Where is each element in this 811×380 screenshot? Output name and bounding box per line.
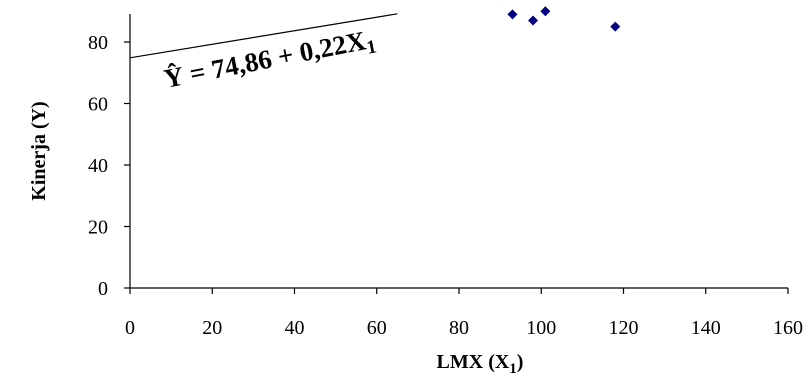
y-tick-label: 40 (88, 155, 108, 177)
regression-line (129, 13, 398, 59)
x-tick-label: 140 (691, 317, 721, 339)
x-tick-label: 80 (449, 317, 469, 339)
y-axis: 0 20 40 60 80 (88, 14, 131, 300)
data-point (507, 9, 518, 20)
x-axis-title: LMX (X1) (437, 351, 524, 377)
x-tick-label: 120 (609, 317, 639, 339)
x-axis: 0 20 40 60 80 100 120 140 160 (125, 287, 803, 339)
y-tick-label: 60 (88, 94, 108, 116)
x-tick-label: 60 (367, 317, 387, 339)
x-tick-label: 160 (773, 317, 803, 339)
x-tick-label: 0 (125, 317, 135, 339)
data-point (610, 21, 621, 32)
data-point (540, 6, 551, 17)
x-tick-label: 100 (526, 317, 556, 339)
x-tick-label: 20 (202, 317, 222, 339)
data-points (507, 6, 621, 32)
regression-line-group (129, 13, 398, 59)
y-tick-label: 0 (98, 278, 108, 300)
y-axis-title: Kinerja (Y) (28, 101, 50, 200)
x-tick-label: 40 (285, 317, 305, 339)
y-tick-label: 80 (88, 32, 108, 54)
y-tick-label: 20 (88, 217, 108, 239)
data-point (528, 15, 539, 26)
